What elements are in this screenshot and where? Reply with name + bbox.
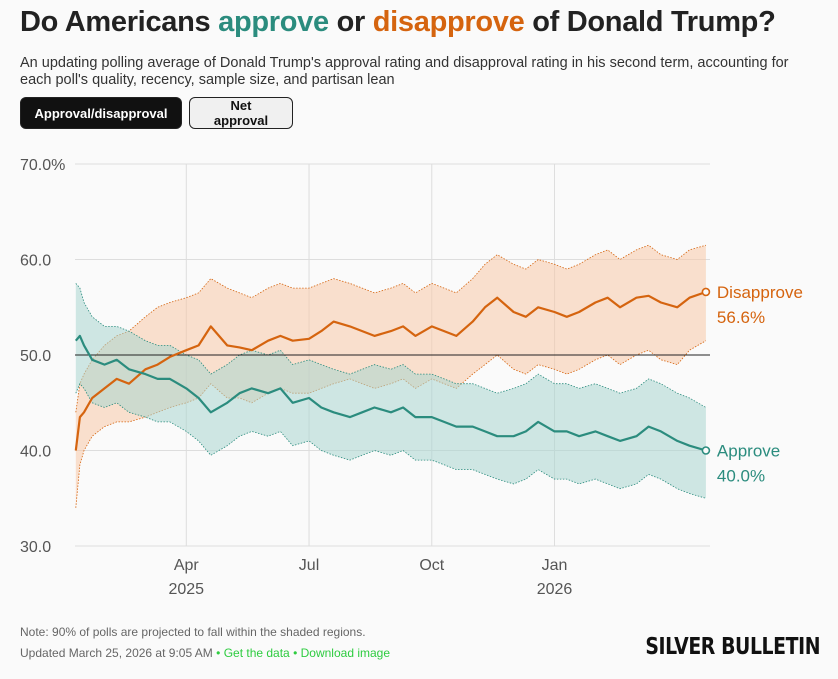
approval-chart[interactable]: 70.0% 60.0 50.0 40.0 30.0 Apr 2025 Jul Oct Jan 20… — [0, 140, 838, 610]
y-tick-label: 50.0 — [20, 348, 51, 365]
x-tick-label: Oct — [419, 557, 444, 574]
approve-line — [74, 334, 707, 452]
approve-band-upper-edge — [75, 283, 707, 408]
y-tick-label: 60.0 — [20, 253, 51, 270]
disapprove-band-upper-edge — [75, 244, 707, 413]
disapprove-series-label: Disapprove — [717, 283, 803, 302]
download-image-link[interactable]: Download image — [300, 646, 391, 660]
chart-title: Do Americans approve or disapprove of Do… — [20, 6, 776, 39]
title-disapprove-word: disapprove — [372, 6, 525, 38]
approve-series-label: Approve — [717, 442, 780, 461]
series-end-labels: Disapprove 56.6% Approve 40.0% — [717, 283, 803, 486]
disapprove-end-marker — [701, 287, 711, 297]
silver-bulletin-logo: SILVER BULLETIN — [645, 634, 820, 660]
band-note: Note: 90% of polls are projected to fall… — [20, 625, 366, 639]
chart-subtitle: An updating polling average of Donald Tr… — [20, 55, 789, 88]
approve-final-value: 40.0% — [717, 467, 765, 486]
approve-band-lower-edge — [75, 382, 707, 499]
y-axis-labels: 70.0% 60.0 50.0 40.0 30.0 — [20, 157, 65, 556]
uncertainty-bands — [75, 244, 707, 508]
series-lines — [74, 287, 711, 455]
title-prefix: Do Americans — [20, 6, 219, 38]
x-axis-labels: Apr 2025 Jul Oct Jan 2026 — [168, 557, 572, 598]
x-tick-label: Jan — [542, 557, 568, 574]
title-approve-word: approve — [218, 6, 329, 38]
y-tick-label: 30.0 — [20, 539, 51, 556]
approval-disapproval-toggle[interactable]: Approval/disapproval — [20, 97, 182, 129]
updated-timestamp: Updated March 25, 2026 at 9:05 AM — [20, 646, 213, 660]
x-tick-label: Apr — [174, 557, 200, 574]
x-tick-year-label: 2025 — [168, 581, 204, 598]
disapprove-line — [74, 290, 707, 451]
x-tick-year-label: 2026 — [537, 581, 573, 598]
disapprove-band-lower-edge — [75, 340, 707, 508]
disapprove-final-value: 56.6% — [717, 308, 765, 327]
title-suffix: of Donald Trump? — [524, 6, 776, 38]
footer-separator: • — [293, 646, 298, 660]
footer-separator: • — [216, 646, 221, 660]
approve-end-marker — [701, 446, 711, 455]
approve-band — [75, 283, 706, 499]
footer: Updated March 25, 2026 at 9:05 AM • Get … — [20, 646, 390, 660]
get-data-link[interactable]: Get the data — [223, 646, 290, 660]
title-middle: or — [328, 6, 373, 38]
x-tick-label: Jul — [299, 557, 319, 574]
y-tick-label: 70.0% — [20, 157, 65, 174]
net-approval-toggle[interactable]: Net approval — [189, 97, 293, 129]
y-tick-label: 40.0 — [20, 444, 51, 461]
